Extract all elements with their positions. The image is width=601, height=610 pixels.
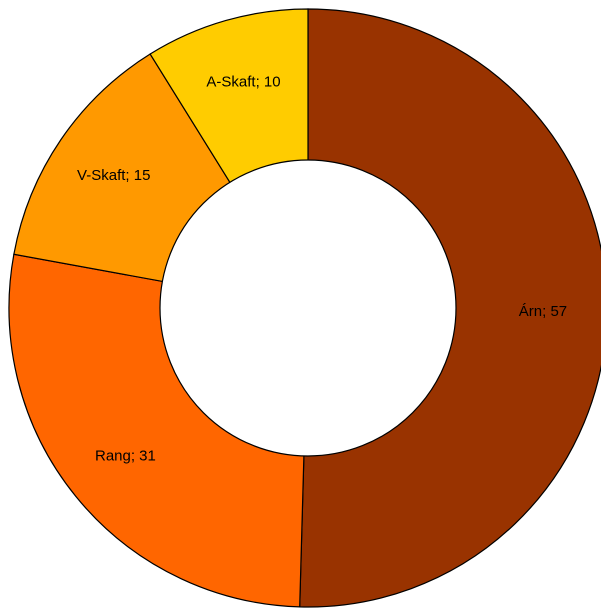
donut-hole bbox=[159, 159, 457, 457]
slice-label: Árn; 57 bbox=[519, 303, 567, 320]
donut-labels: Árn; 57 Rang; 31 V-Skaft; 15 A-Skaft; 10 bbox=[77, 74, 567, 465]
slice-label: Rang; 31 bbox=[95, 447, 156, 464]
slice-label: A-Skaft; 10 bbox=[206, 74, 280, 91]
slice-label: V-Skaft; 15 bbox=[77, 167, 150, 184]
